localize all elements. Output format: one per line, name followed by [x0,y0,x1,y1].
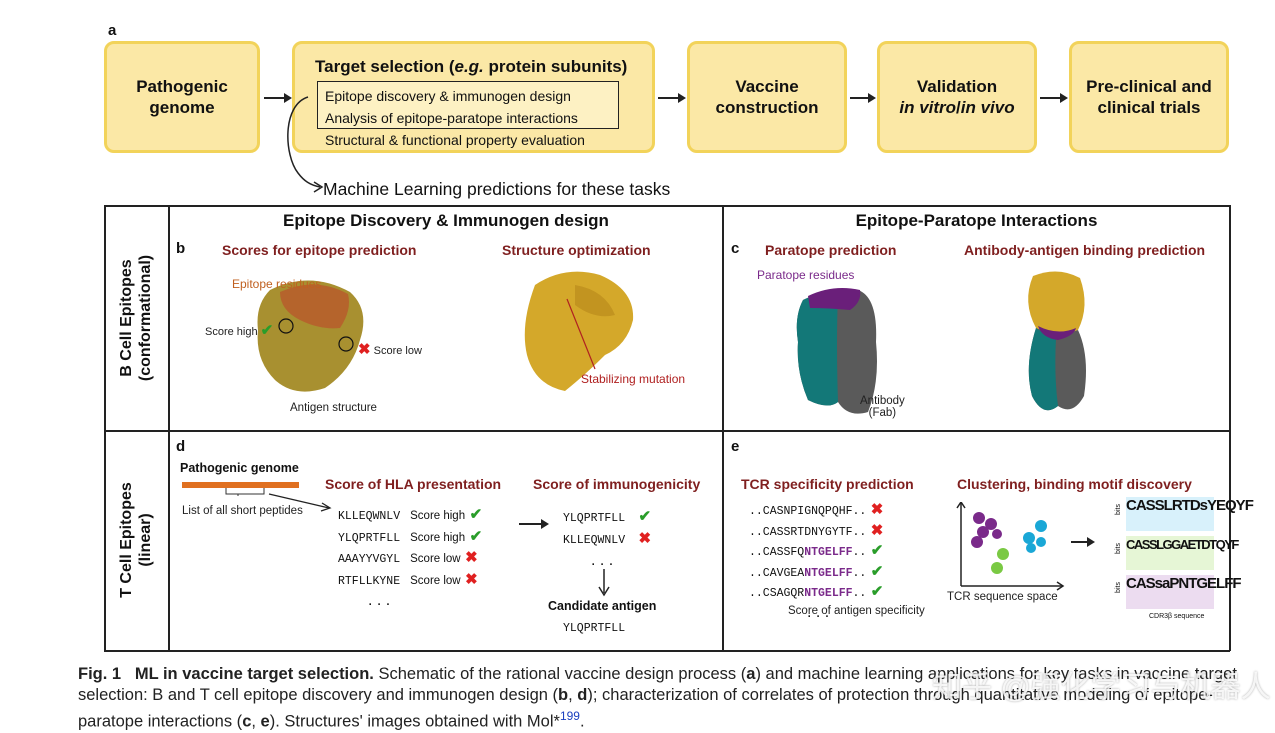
immuno-peptide-list: YLQPRTFLL ✔ KLLEQWNLV ✖ . . . [563,507,651,571]
candidate-down-arrow [598,569,610,597]
target-subtasks-list: Epitope discovery & immunogen design Ana… [325,85,585,151]
subtask-item: Structural & functional property evaluat… [325,132,585,148]
tcr-ellipsis: . . . [807,603,830,621]
tcr-cluster-plot [956,502,1065,591]
score-low-label: ✖ Score low [358,341,422,358]
grid-row-label-divider [168,205,170,651]
bits-label: bits [1114,543,1122,554]
motif-logo-3: CASsaPNTGELFF [1126,575,1242,609]
flow-box-label: Pre-clinical and clinical trials [1086,77,1212,117]
panel-a-letter: a [108,22,117,39]
tcr-row: ..CAVGEANTGELFF.. ✔ [749,562,884,580]
motif-logo-1: CASSLRTDsYEQYF [1126,497,1254,531]
bits-label: bits [1114,504,1122,515]
grid-right [1229,205,1231,651]
hla-peptide-row: RTFLLKYNE Score low ✖ [338,570,478,588]
panel-b-sub-structure-opt: Structure optimization [502,242,651,258]
antibody-structure-image [796,288,877,414]
pathogenic-genome-label: Pathogenic genome [180,461,299,475]
flow-box-clinical: Pre-clinical and clinical trials [1069,41,1229,153]
grid-bottom [104,650,1230,652]
target-subtasks-box [317,81,619,129]
panel-d-sub-hla: Score of HLA presentation [325,476,502,492]
antigen-specificity-label: Score of antigen specificity [788,605,925,617]
panel-d-sub-immunogenicity: Score of immunogenicity [533,476,701,492]
peptide-bracket [225,488,332,512]
stabilizing-mutation-label: Stabilizing mutation [581,372,686,386]
column-head-epitope-discovery: Epitope Discovery & Immunogen design [283,211,609,230]
antibody-antigen-complex-image [1028,271,1086,411]
immuno-peptide-row: KLLEQWNLV ✖ [563,530,652,547]
hla-ellipsis: . . . [368,592,391,609]
grid-left [104,205,106,651]
flow-box-label: Vaccine construction [715,77,819,117]
row-label-t-cell: T Cell Epitopes (linear) [118,482,154,598]
antigen-structure-label: Antigen structure [290,402,377,414]
epitope-residues-label: Epitope residues [232,277,322,291]
subtask-item: Analysis of epitope-paratope interaction… [325,110,578,126]
bits-label: bits [1114,582,1122,593]
flow-arrow [264,93,292,103]
antigen-structure-image [257,280,364,392]
target-selection-title: Target selection (e.g. protein subunits) [315,57,628,76]
flow-arrow [1040,93,1068,103]
tcr-space-label: TCR sequence space [947,591,1058,603]
flow-box-label: Validation [916,77,998,96]
hla-peptide-list: KLLEQWNLV Score high ✔ YLQPRTFLL Score hig… [338,505,482,611]
panel-b-letter: b [176,240,186,257]
grid-column-divider [722,205,724,651]
column-head-epitope-paratope: Epitope-Paratope Interactions [855,211,1098,230]
antibody-label: Antibody (Fab) [860,395,905,419]
panel-e-letter: e [731,438,740,455]
immuno-peptide-row: YLQPRTFLL ✔ [563,508,652,525]
panel-c-letter: c [731,240,740,257]
paratope-residues-label: Paratope residues [757,268,855,282]
tcr-row: ..CASNPIGNQPQHF.. ✖ [749,501,884,518]
hla-peptide-row: KLLEQWNLV Score high ✔ [338,506,483,523]
genome-bar [182,482,299,488]
flow-arrow [850,93,876,103]
immuno-ellipsis: . . . [591,552,614,569]
cdr3-label: CDR3β sequence [1149,613,1205,620]
flow-box-validation: Validation in vitro/in vivo [877,41,1037,153]
flow-box-vaccine-construction: Vaccine construction [687,41,847,153]
tcr-row: ..CASSRTDNYGYTF.. ✖ [749,521,884,539]
subtask-item: Epitope discovery & immunogen design [325,88,571,104]
candidate-antigen-seq: YLQPRTFLL [563,622,626,635]
watermark: 知乎 @强化学习与机器人 [932,671,1271,704]
cluster-to-motif-arrow [1071,537,1095,547]
ml-curve-arrow [287,96,324,193]
flow-box-pathogenic-genome: Pathogenic genome [104,41,260,153]
hla-to-immuno-arrow [519,519,549,529]
candidate-antigen-label: Candidate antigen [548,599,657,613]
optimized-structure-image [524,271,634,391]
tcr-list: ..CASNPIGNQPQHF.. ✖ ..CASSRTDNYGYTF.. ✖ … [749,501,883,622]
grid-middle [104,430,1230,432]
score-high-label: Score high ✔ [205,322,274,339]
grid-top [104,205,1230,207]
short-peptides-label: List of all short peptides [182,505,303,517]
panel-b-sub-epitope-scores: Scores for epitope prediction [222,242,417,258]
figure-caption: Fig. 1 ML in vaccine target selection. S… [78,665,1237,731]
ml-note: Machine Learning predictions for these t… [323,179,671,199]
flow-box-label: Pathogenic genome [136,77,228,117]
panel-e-sub-tcr: TCR specificity prediction [741,476,914,492]
hla-peptide-row: YLQPRTFLL Score high ✔ [338,527,483,545]
flow-box-target-selection: Target selection (e.g. protein subunits)… [292,41,655,153]
validation-mode: in vitro/in vivo [899,98,1015,117]
panel-d-letter: d [176,438,186,455]
motif-logo-2: CASSLGGAETDTQYF [1126,536,1239,570]
panel-c-sub-paratope: Paratope prediction [765,242,897,258]
panel-e-sub-clustering: Clustering, binding motif discovery [957,476,1192,492]
row-label-b-cell: B Cell Epitopes (conformational) [118,254,154,382]
tcr-row: ..CSAGQRNTGELFF.. ✔ [749,583,884,600]
panel-c-sub-binding: Antibody-antigen binding prediction [964,242,1206,258]
flow-arrow [658,93,686,103]
tcr-row: ..CASSFQNTGELFF.. ✔ [749,542,884,559]
hla-peptide-row: AAAYYVGYL Score low ✖ [338,549,478,566]
